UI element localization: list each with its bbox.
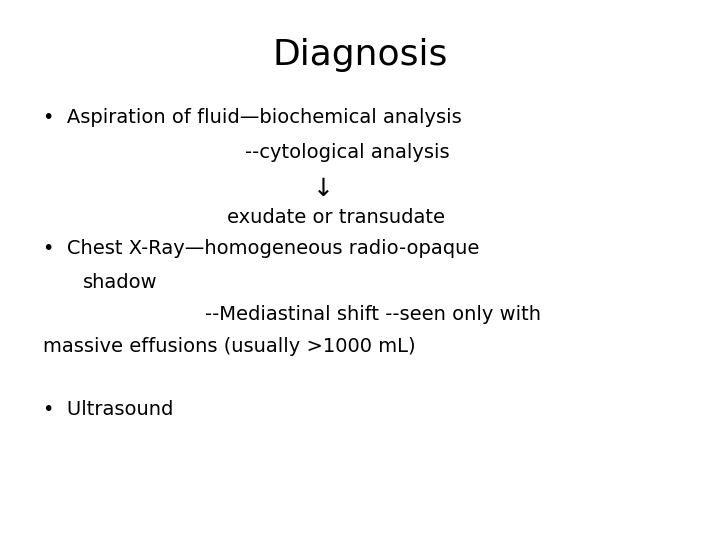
- Text: massive effusions (usually >1000 mL): massive effusions (usually >1000 mL): [43, 338, 416, 356]
- Text: --cytological analysis: --cytological analysis: [245, 143, 449, 162]
- Text: •  Aspiration of fluid—biochemical analysis: • Aspiration of fluid—biochemical analys…: [43, 108, 462, 127]
- Text: exudate or transudate: exudate or transudate: [227, 208, 445, 227]
- Text: Diagnosis: Diagnosis: [272, 38, 448, 72]
- Text: •  Ultrasound: • Ultrasound: [43, 400, 174, 419]
- Text: --Mediastinal shift --seen only with: --Mediastinal shift --seen only with: [205, 305, 541, 324]
- Text: ↓: ↓: [313, 177, 334, 201]
- Text: shadow: shadow: [83, 273, 158, 292]
- Text: •  Chest X-Ray—homogeneous radio-opaque: • Chest X-Ray—homogeneous radio-opaque: [43, 239, 480, 258]
